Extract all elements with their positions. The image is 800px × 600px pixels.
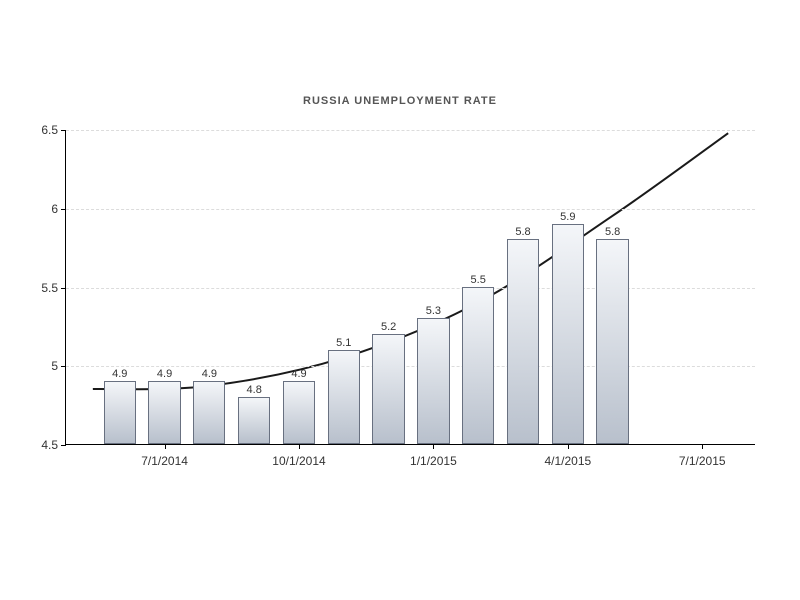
bar — [417, 318, 449, 444]
ytick-label: 5.5 — [41, 281, 66, 295]
xtick-label: 7/1/2014 — [141, 444, 188, 468]
bar-value-label: 4.9 — [291, 368, 306, 382]
ytick-label: 4.5 — [41, 438, 66, 452]
bar-value-label: 5.8 — [515, 226, 530, 240]
bar — [462, 287, 494, 445]
bar — [148, 381, 180, 444]
gridline — [66, 288, 755, 289]
chart-title: RUSSIA UNEMPLOYMENT RATE — [20, 95, 780, 107]
gridline — [66, 130, 755, 131]
ytick-label: 5 — [51, 359, 66, 373]
bar-value-label: 4.9 — [157, 368, 172, 382]
bar-value-label: 4.9 — [202, 368, 217, 382]
bar-value-label: 4.8 — [247, 384, 262, 398]
xtick-label: 1/1/2015 — [410, 444, 457, 468]
xtick-label: 4/1/2015 — [544, 444, 591, 468]
bar-value-label: 5.1 — [336, 337, 351, 351]
bar-value-label: 4.9 — [112, 368, 127, 382]
bar — [193, 381, 225, 444]
bar — [283, 381, 315, 444]
plot-area: 4.555.566.57/1/201410/1/20141/1/20154/1/… — [65, 130, 755, 445]
chart-container: RUSSIA UNEMPLOYMENT RATE 4.555.566.57/1/… — [20, 90, 780, 510]
bar — [104, 381, 136, 444]
bar-value-label: 5.9 — [560, 211, 575, 225]
bar-value-label: 5.2 — [381, 321, 396, 335]
ytick-label: 6 — [51, 202, 66, 216]
ytick-label: 6.5 — [41, 123, 66, 137]
bar — [328, 350, 360, 445]
bar-value-label: 5.5 — [471, 274, 486, 288]
xtick-label: 7/1/2015 — [679, 444, 726, 468]
bar — [552, 224, 584, 445]
bar — [238, 397, 270, 444]
bar — [596, 239, 628, 444]
bar-value-label: 5.8 — [605, 226, 620, 240]
xtick-label: 10/1/2014 — [272, 444, 325, 468]
gridline — [66, 209, 755, 210]
trend-line — [93, 133, 728, 389]
bar — [507, 239, 539, 444]
bar-value-label: 5.3 — [426, 305, 441, 319]
bar — [372, 334, 404, 444]
